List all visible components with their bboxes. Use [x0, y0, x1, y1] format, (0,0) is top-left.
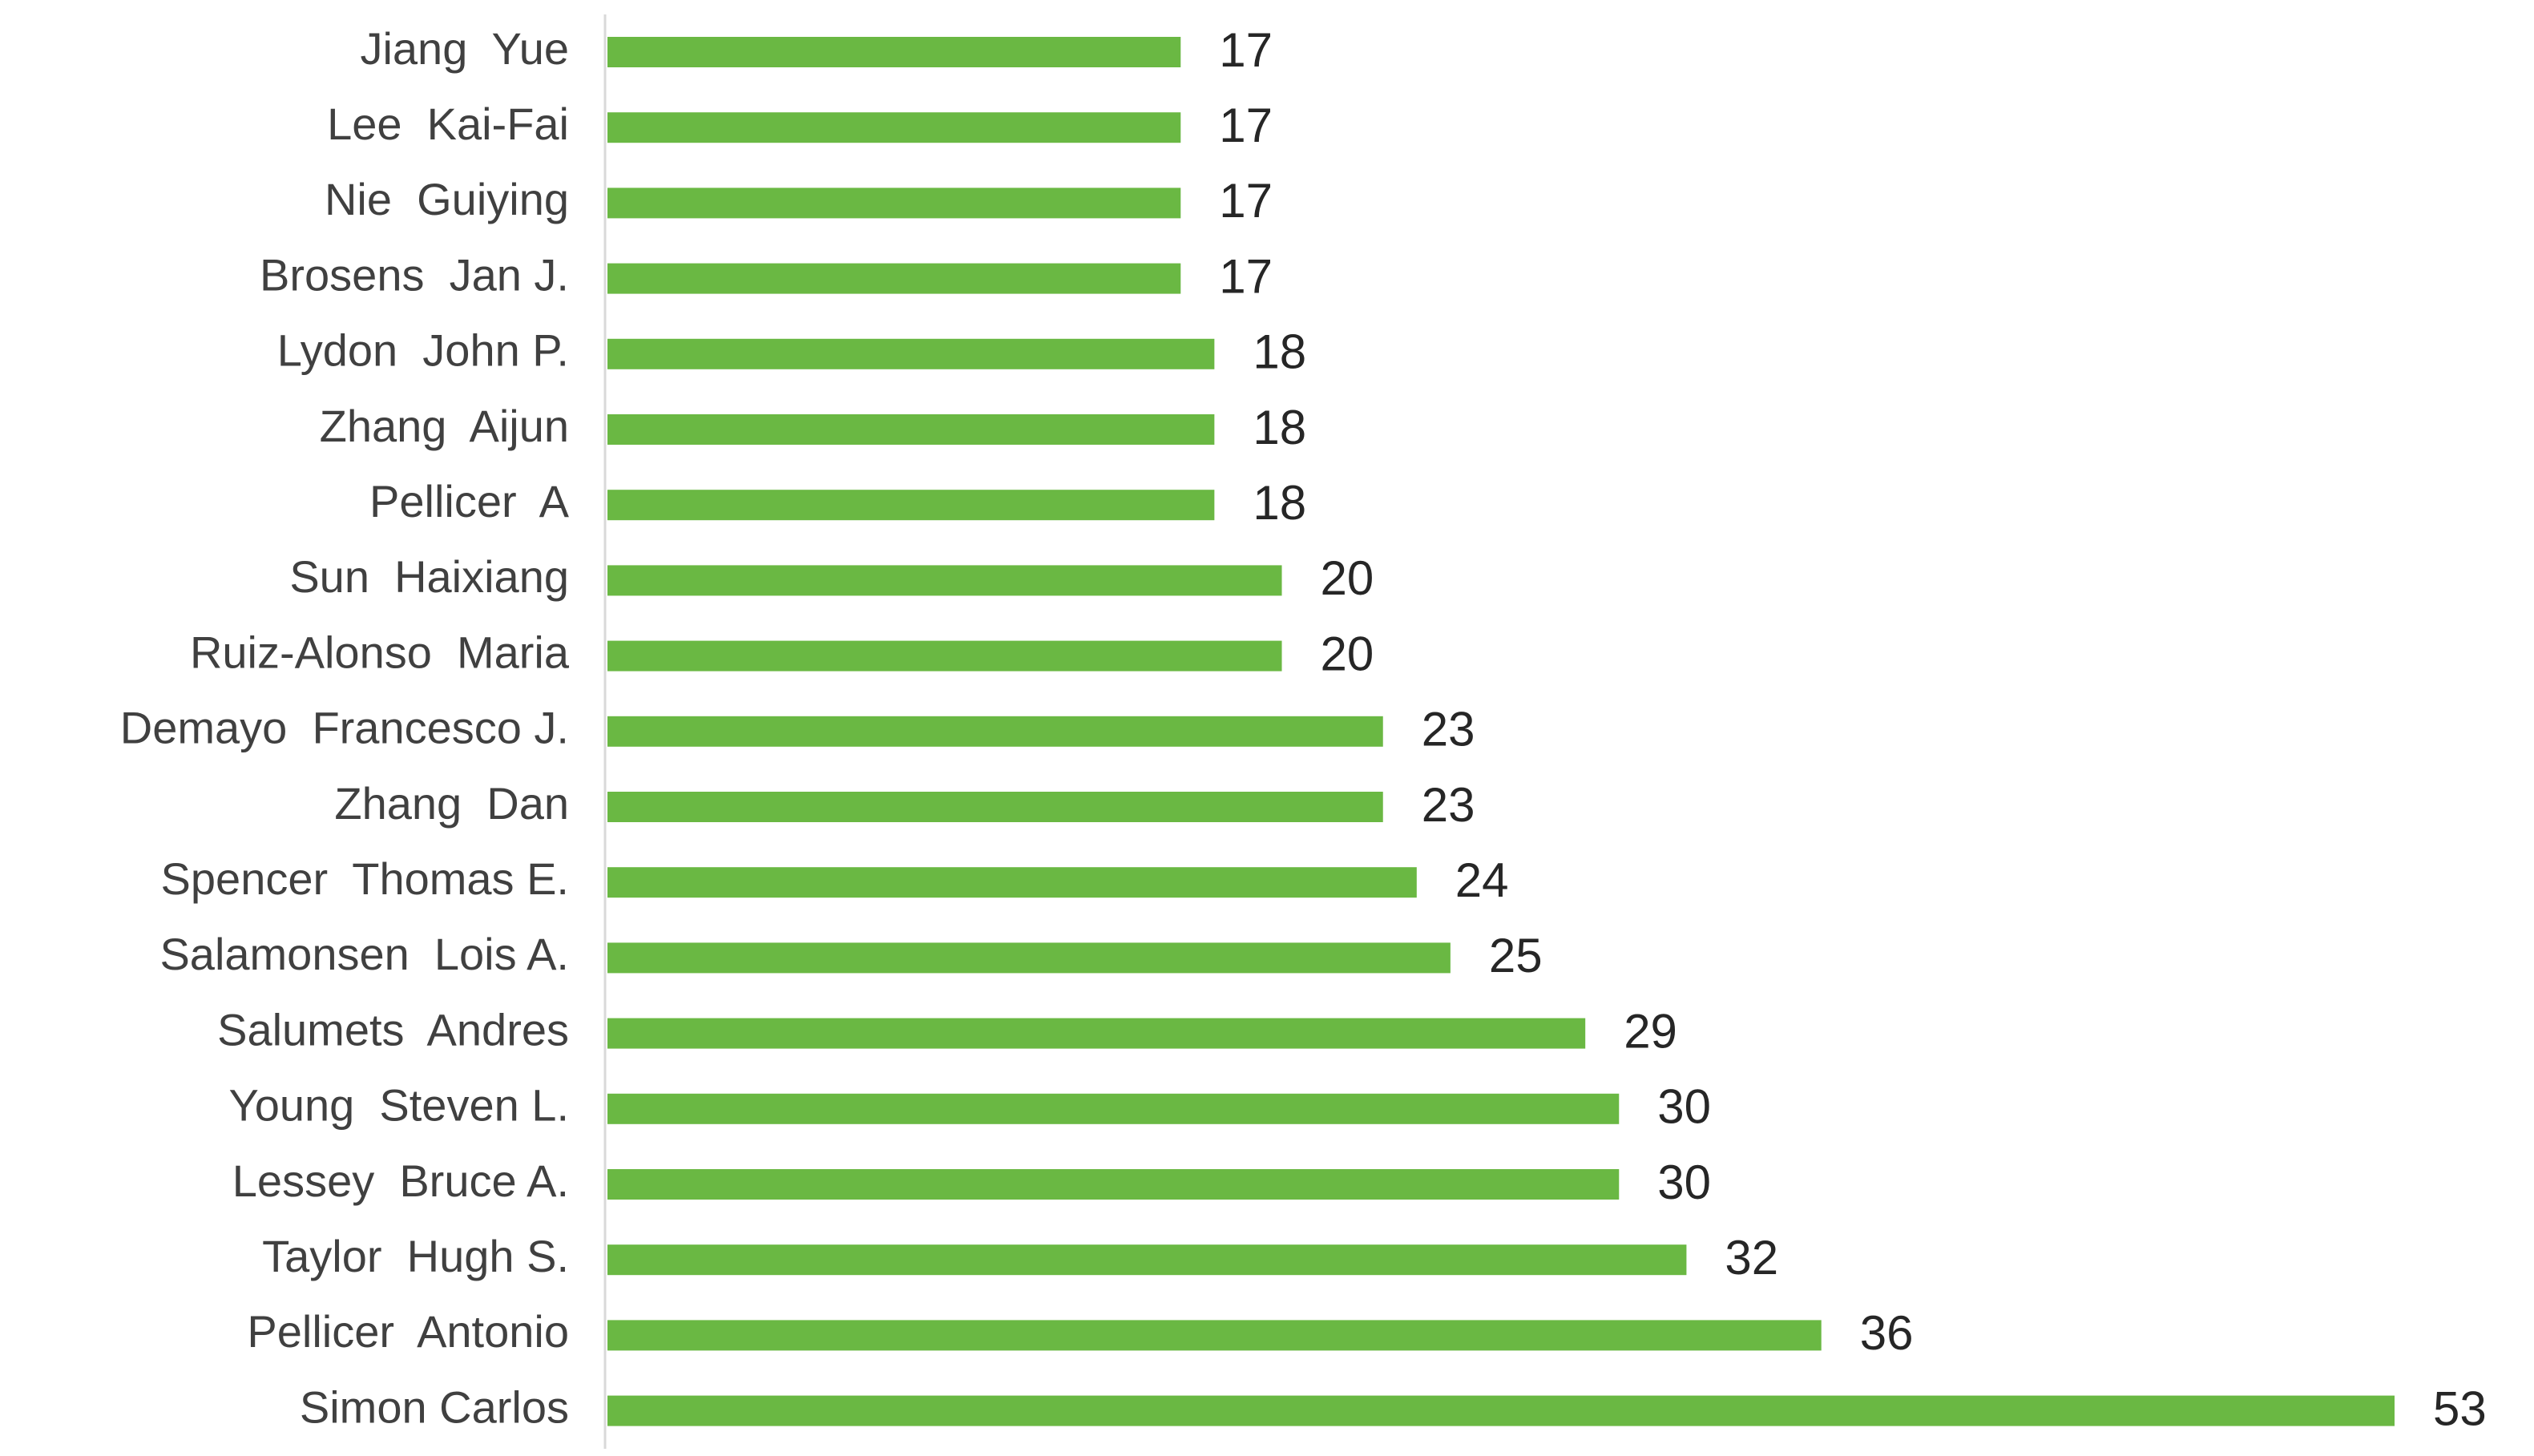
- category-label: Nie Guiying: [325, 174, 569, 224]
- value-label: 18: [1253, 401, 1306, 454]
- bar: [607, 1169, 1620, 1200]
- category-label: Sun Haixiang: [289, 551, 569, 602]
- value-label: 17: [1219, 249, 1273, 303]
- category-label: Simon Carlos: [300, 1381, 569, 1432]
- bar: [607, 188, 1181, 219]
- value-label: 53: [2433, 1381, 2487, 1435]
- bar: [607, 1320, 1822, 1351]
- value-label: 17: [1219, 23, 1273, 77]
- value-label: 20: [1321, 551, 1374, 605]
- value-label: 24: [1455, 853, 1509, 907]
- value-labels: 17 17 17 17 18 18 18 20 20 23 23 24 25 29 30 30 32 36 53: [1219, 23, 2486, 1436]
- bar: [607, 112, 1181, 143]
- bar: [607, 490, 1215, 521]
- category-label: Salamonsen Lois A.: [159, 929, 569, 979]
- value-label: 18: [1253, 325, 1306, 379]
- bar: [607, 565, 1282, 596]
- bar: [607, 640, 1282, 672]
- value-label: 29: [1624, 1004, 1677, 1058]
- category-label: Jiang Yue: [360, 23, 569, 74]
- category-label: Pellicer Antonio: [247, 1306, 569, 1357]
- bar: [607, 942, 1451, 974]
- bar: [607, 1018, 1586, 1049]
- bar: [607, 1395, 2395, 1426]
- bar-group: [607, 37, 2395, 1426]
- bar: [607, 414, 1215, 445]
- value-label: 17: [1219, 99, 1273, 152]
- category-label: Ruiz-Alonso Maria: [190, 627, 570, 677]
- value-label: 18: [1253, 476, 1306, 530]
- value-label: 23: [1422, 703, 1475, 756]
- value-label: 32: [1725, 1231, 1778, 1285]
- value-label: 36: [1860, 1306, 1914, 1360]
- bar: [607, 338, 1215, 369]
- bar: [607, 1244, 1687, 1276]
- category-label: Zhang Aijun: [320, 401, 569, 451]
- category-label: Brosens Jan J.: [260, 249, 569, 300]
- category-label: Lydon John P.: [277, 325, 569, 376]
- value-label: 30: [1657, 1156, 1711, 1209]
- category-label: Taylor Hugh S.: [262, 1231, 569, 1281]
- category-label: Zhang Dan: [334, 778, 569, 829]
- bar: [607, 263, 1181, 294]
- bar: [607, 37, 1181, 67]
- value-label: 17: [1219, 174, 1273, 228]
- bar: [607, 867, 1417, 898]
- bar: [607, 1093, 1620, 1124]
- category-label: Spencer Thomas E.: [161, 853, 569, 904]
- value-label: 25: [1489, 929, 1543, 982]
- category-label: Lee Kai-Fai: [327, 99, 569, 149]
- category-labels: Jiang Yue Lee Kai-Fai Nie Guiying Brosens J…: [120, 23, 570, 1433]
- bar: [607, 716, 1383, 747]
- category-label: Young Steven L.: [228, 1080, 569, 1131]
- value-label: 23: [1422, 778, 1475, 832]
- bar: [607, 792, 1383, 822]
- value-label: 20: [1321, 627, 1374, 680]
- value-label: 30: [1657, 1080, 1711, 1134]
- category-label: Demayo Francesco J.: [120, 703, 569, 753]
- category-label: Salumets Andres: [217, 1004, 569, 1055]
- category-label: Lessey Bruce A.: [232, 1156, 569, 1206]
- category-label: Pellicer A: [369, 476, 570, 526]
